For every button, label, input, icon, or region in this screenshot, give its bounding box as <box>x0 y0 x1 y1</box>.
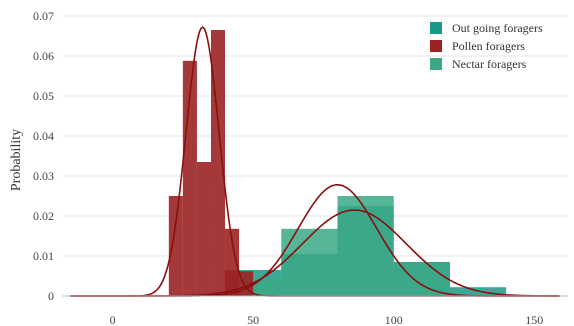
y-tick-label: 0.05 <box>33 89 54 103</box>
axes: 0 0.01 0.02 0.03 0.04 0.05 0.06 0.07 0 50 100 150 <box>33 9 568 326</box>
y-tick-label: 0.02 <box>33 209 54 223</box>
legend-swatch <box>430 58 442 70</box>
y-tick-label: 0.06 <box>33 49 54 63</box>
legend-label: Pollen foragers <box>452 39 525 53</box>
y-tick-label: 0.03 <box>33 169 54 183</box>
legend: Out going foragers Pollen foragers Nectar … <box>430 21 543 71</box>
x-tick-label: 50 <box>247 313 259 326</box>
legend-swatch <box>430 22 442 34</box>
legend-label: Out going foragers <box>452 21 543 35</box>
x-tick-label: 0 <box>110 313 116 326</box>
y-tick-label: 0.01 <box>33 249 54 263</box>
x-tick-label: 100 <box>385 313 403 326</box>
legend-swatch <box>430 40 442 52</box>
histogram-bars <box>168 30 507 296</box>
histogram-bar <box>196 162 211 296</box>
y-tick-label: 0.04 <box>33 129 54 143</box>
histogram-bar <box>168 196 183 296</box>
histogram-bar <box>182 60 197 296</box>
y-axis-title: Probability <box>9 129 24 191</box>
x-tick-label: 150 <box>525 313 543 326</box>
histogram-bar <box>225 271 254 296</box>
gridlines <box>62 15 568 257</box>
histogram-bar <box>281 228 338 296</box>
legend-label: Nectar foragers <box>452 57 527 71</box>
y-tick-label: 0 <box>48 289 54 303</box>
y-tick-label: 0.07 <box>33 9 54 23</box>
histogram-bar <box>210 30 226 296</box>
